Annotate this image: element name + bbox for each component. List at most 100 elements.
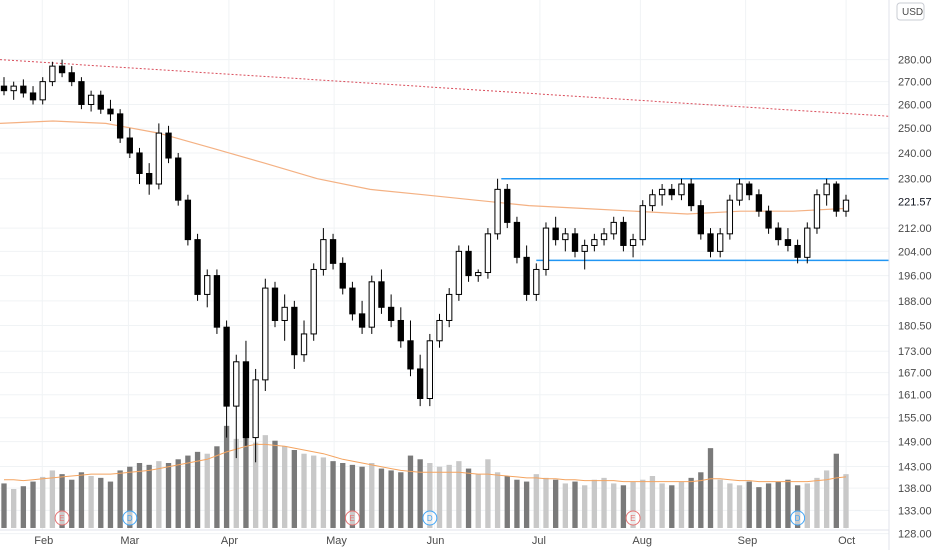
candle-body-down <box>833 183 840 212</box>
candle <box>281 294 288 341</box>
currency-button-frame[interactable] <box>896 2 925 21</box>
price-axis[interactable]: 280.00 270.00 260.00 250.00 240.00 230.00 212.… <box>898 55 932 541</box>
candle <box>639 200 646 246</box>
dividend-marker[interactable]: D <box>790 510 806 526</box>
volume-bar <box>262 435 268 528</box>
price-tick-label: 143.00 <box>898 462 932 474</box>
candle-body-down <box>223 326 230 407</box>
candle <box>523 245 530 301</box>
price-tick-label: 128.00 <box>898 529 932 541</box>
candle <box>407 320 414 377</box>
candle <box>97 90 104 114</box>
candlesticks <box>0 59 850 463</box>
volume-bar <box>272 440 278 528</box>
event-marker-circle[interactable] <box>625 510 641 526</box>
volume-bar <box>804 483 810 528</box>
volume-bar <box>20 486 27 528</box>
candle <box>194 233 201 301</box>
candle <box>262 278 269 391</box>
candle-body-down <box>339 262 346 289</box>
price-tick-label: 270.00 <box>898 77 932 89</box>
event-marker-circle[interactable] <box>790 510 806 526</box>
trendline[interactable] <box>0 59 890 117</box>
volume-bar <box>417 459 423 528</box>
volume-bar <box>349 464 356 528</box>
candle-body-down <box>387 306 395 321</box>
candle-body-up <box>726 199 734 235</box>
candle-body-up <box>310 268 317 335</box>
candle <box>271 281 279 328</box>
candle <box>736 178 743 206</box>
price-tick-label: 260.00 <box>898 99 932 111</box>
candle <box>775 222 782 246</box>
candle <box>155 123 163 190</box>
volume-bar <box>214 446 220 528</box>
candle <box>107 99 114 122</box>
candle-body-down <box>242 361 250 439</box>
month-label: Mar <box>120 535 139 547</box>
earnings-marker[interactable]: E <box>54 510 70 526</box>
candle <box>513 216 521 264</box>
candle-body-down <box>175 157 182 201</box>
candle-body-down <box>194 239 201 295</box>
candle <box>746 181 753 201</box>
volume-bar <box>504 476 510 528</box>
candle <box>223 320 230 438</box>
currency-label[interactable]: USD <box>902 7 923 18</box>
volume-bar <box>630 481 636 528</box>
volume-bar <box>794 485 801 528</box>
candle-body-down <box>687 183 695 207</box>
candle <box>339 257 346 295</box>
volume-bar <box>359 466 365 528</box>
month-label: Apr <box>221 535 238 547</box>
candle <box>58 59 66 78</box>
earnings-marker[interactable]: E <box>344 510 360 526</box>
candle-body-up <box>562 233 569 241</box>
candle-body-up <box>610 221 617 235</box>
price-tick-label: 188.00 <box>898 296 932 308</box>
price-tick-label: 250.00 <box>898 123 932 135</box>
candle-body-up <box>533 268 540 295</box>
month-label: Sep <box>738 535 758 547</box>
last-price-value: 221.57 <box>898 196 932 208</box>
candle-body-up <box>204 275 211 295</box>
candle <box>687 178 695 212</box>
candle-body-down <box>126 137 133 154</box>
candle-body-down <box>416 368 424 400</box>
drawn-lines[interactable] <box>0 59 890 262</box>
price-tick-label: 230.00 <box>898 174 932 186</box>
candle <box>542 222 550 276</box>
event-marker-circle[interactable] <box>54 510 70 526</box>
time-axis[interactable]: Feb Mar Apr May Jun Jul Aug Sep Oct <box>34 535 855 547</box>
volume-bar <box>475 474 481 528</box>
event-marker-circle[interactable] <box>122 510 138 526</box>
volume-bar <box>746 481 752 528</box>
candle-body-up <box>155 132 163 185</box>
month-label: Jun <box>427 535 445 547</box>
volume-bar <box>146 464 152 528</box>
candle-body-up <box>87 94 95 105</box>
volume-bar <box>107 481 114 528</box>
dividend-marker[interactable]: D <box>422 510 438 526</box>
candle-body-up <box>368 281 375 328</box>
price-tick-label: 212.00 <box>898 223 932 235</box>
event-marker-circle[interactable] <box>344 510 360 526</box>
volume-bar <box>465 468 472 528</box>
currency-button[interactable]: USD <box>896 2 925 21</box>
volume-bar <box>88 476 94 528</box>
volume-bar <box>591 479 598 528</box>
candle <box>49 61 56 87</box>
earnings-marker[interactable]: E <box>625 510 641 526</box>
candle-body-up <box>823 183 830 196</box>
candle-body-down <box>513 221 521 258</box>
candle <box>184 194 192 246</box>
candle <box>784 228 792 252</box>
dividend-marker[interactable]: D <box>122 510 138 526</box>
event-marker-circle[interactable] <box>422 510 438 526</box>
volume-bar <box>98 477 104 528</box>
candle <box>794 239 801 264</box>
candle-body-up <box>581 244 588 252</box>
